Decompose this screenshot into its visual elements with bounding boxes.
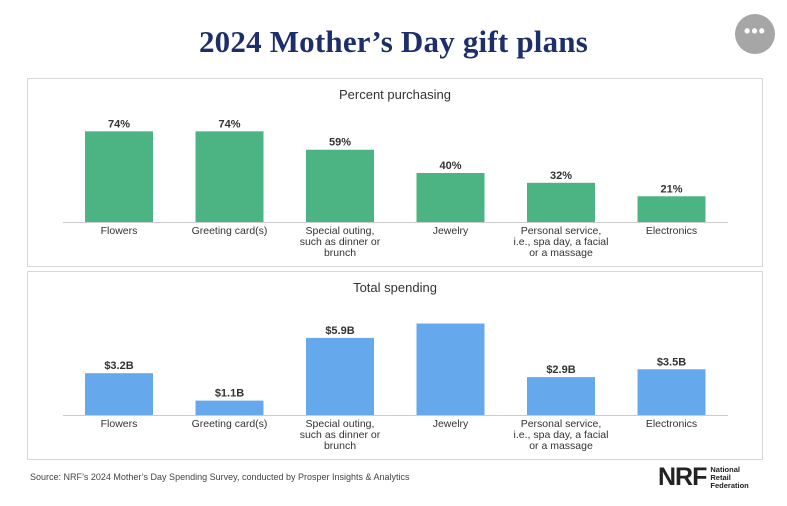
logo-text: National Retail Federation: [710, 464, 749, 490]
data-label: $3.5B: [657, 356, 686, 368]
bar: [85, 373, 153, 415]
data-label: 74%: [108, 118, 130, 130]
category-label: or a massage: [529, 247, 593, 259]
category-label: Jewelry: [433, 418, 469, 430]
percent-purchasing-chart: Percent purchasing 74% Flowers 74% Greeting …: [63, 87, 728, 259]
category-label: brunch: [324, 247, 356, 259]
category-label: Personal service,: [521, 418, 602, 430]
data-label: 59%: [329, 137, 351, 149]
bar: [527, 182, 595, 222]
data-label: $1.1B: [215, 388, 244, 400]
category-label: Personal service,: [521, 225, 602, 237]
category-label: Electronics: [646, 418, 697, 430]
bar: [416, 323, 485, 415]
logo-line-2: Retail: [710, 472, 731, 482]
logo-mark: NRF: [658, 463, 707, 491]
chart-title: Total spending: [353, 280, 437, 295]
bar: [85, 131, 153, 222]
category-label: brunch: [324, 440, 356, 452]
source-note: Source: NRF’s 2024 Mother’s Day Spending…: [30, 472, 410, 482]
bar: [306, 149, 374, 222]
logo-line-3: Federation: [710, 480, 749, 490]
page-title: 2024 Mother’s Day gift plans: [198, 24, 589, 59]
bar: [637, 196, 706, 222]
total-spending-panel: Total spending $3.2B Flowers $1.1B Greeting …: [27, 271, 763, 460]
chart-title: Percent purchasing: [339, 87, 451, 102]
bar: [416, 173, 485, 222]
bar: [306, 337, 374, 415]
category-label: Flowers: [101, 418, 138, 430]
category-label: i.e., spa day, a facial: [514, 236, 609, 248]
category-label: Special outing,: [306, 418, 375, 430]
nrf-logo: NRF National Retail Federation: [658, 465, 749, 490]
category-label: i.e., spa day, a facial: [514, 429, 609, 441]
total-spending-chart: Total spending $3.2B Flowers $1.1B Greeting …: [63, 280, 728, 452]
data-label: 40%: [439, 160, 461, 172]
data-label: 32%: [550, 170, 572, 182]
logo-line-1: National: [710, 464, 740, 474]
data-label: 74%: [218, 118, 240, 130]
percent-purchasing-panel: Percent purchasing 74% Flowers 74% Greeting …: [27, 78, 763, 267]
category-label: Special outing,: [306, 225, 375, 237]
bar: [637, 369, 706, 415]
data-label: $5.9B: [325, 325, 354, 337]
more-horizontal-icon: •••: [744, 21, 766, 41]
data-label: 21%: [660, 183, 682, 195]
category-label: Greeting card(s): [192, 418, 268, 430]
bar: [195, 400, 264, 415]
category-label: such as dinner or: [300, 236, 381, 248]
bar: [195, 131, 264, 222]
category-label: Electronics: [646, 225, 697, 237]
category-label: Flowers: [101, 225, 138, 237]
category-label: or a massage: [529, 440, 593, 452]
bar: [527, 377, 595, 415]
data-label: $3.2B: [104, 360, 133, 372]
category-label: Greeting card(s): [192, 225, 268, 237]
more-options-button[interactable]: •••: [735, 14, 775, 54]
category-label: Jewelry: [433, 225, 469, 237]
category-label: such as dinner or: [300, 429, 381, 441]
data-label: $2.9B: [546, 364, 575, 376]
